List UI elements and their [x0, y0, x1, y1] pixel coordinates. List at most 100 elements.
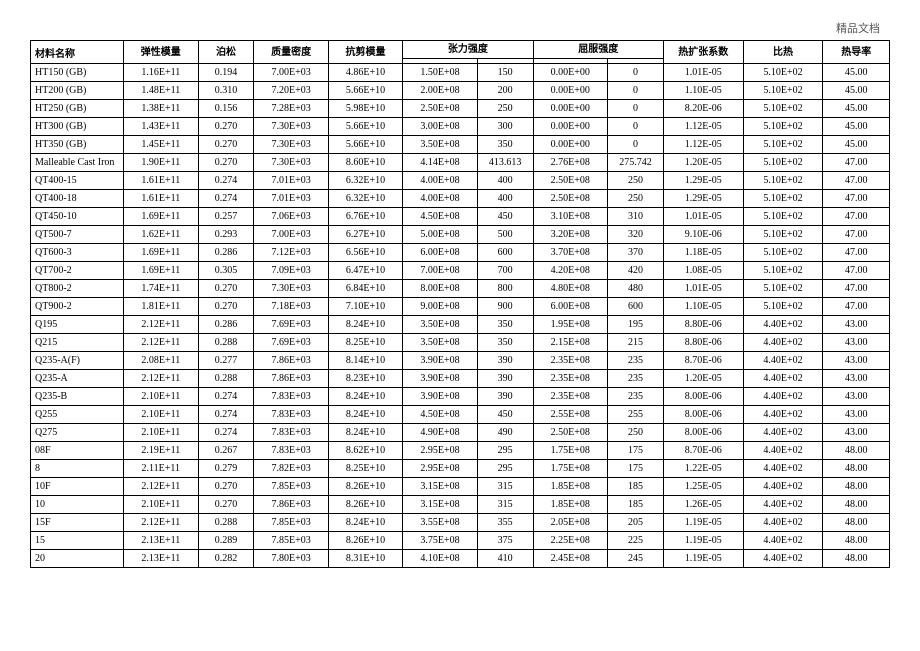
- cell-poisson: 0.270: [198, 118, 254, 136]
- cell-elastic-modulus: 2.10E+11: [124, 406, 198, 424]
- cell-tensile-1: 3.15E+08: [403, 478, 477, 496]
- cell-tensile-1: 3.90E+08: [403, 352, 477, 370]
- cell-thermal-conductivity: 47.00: [823, 262, 890, 280]
- cell-elastic-modulus: 1.81E+11: [124, 298, 198, 316]
- cell-poisson: 0.274: [198, 424, 254, 442]
- cell-shear-modulus: 5.66E+10: [328, 136, 402, 154]
- cell-thermal-expansion: 8.70E-06: [663, 352, 743, 370]
- cell-density: 7.01E+03: [254, 172, 328, 190]
- cell-thermal-conductivity: 45.00: [823, 100, 890, 118]
- cell-name: 15: [31, 532, 124, 550]
- cell-specific-heat: 4.40E+02: [743, 442, 823, 460]
- cell-thermal-expansion: 1.20E-05: [663, 370, 743, 388]
- cell-tensile-2: 300: [477, 118, 533, 136]
- cell-specific-heat: 5.10E+02: [743, 118, 823, 136]
- cell-elastic-modulus: 1.62E+11: [124, 226, 198, 244]
- cell-thermal-conductivity: 48.00: [823, 442, 890, 460]
- cell-yield-2: 310: [608, 208, 664, 226]
- cell-thermal-conductivity: 47.00: [823, 190, 890, 208]
- cell-tensile-1: 7.00E+08: [403, 262, 477, 280]
- cell-thermal-expansion: 1.19E-05: [663, 550, 743, 568]
- cell-elastic-modulus: 2.19E+11: [124, 442, 198, 460]
- cell-elastic-modulus: 2.12E+11: [124, 370, 198, 388]
- cell-thermal-conductivity: 48.00: [823, 460, 890, 478]
- cell-poisson: 0.277: [198, 352, 254, 370]
- table-row: Q235-A2.12E+110.2887.86E+038.23E+103.90E…: [31, 370, 890, 388]
- cell-poisson: 0.270: [198, 496, 254, 514]
- cell-density: 7.85E+03: [254, 514, 328, 532]
- cell-shear-modulus: 5.98E+10: [328, 100, 402, 118]
- cell-name: Q275: [31, 424, 124, 442]
- cell-thermal-expansion: 8.00E-06: [663, 424, 743, 442]
- cell-thermal-expansion: 8.00E-06: [663, 406, 743, 424]
- cell-yield-1: 2.35E+08: [533, 352, 607, 370]
- cell-tensile-2: 390: [477, 388, 533, 406]
- cell-shear-modulus: 5.66E+10: [328, 118, 402, 136]
- cell-yield-1: 4.20E+08: [533, 262, 607, 280]
- table-row: 202.13E+110.2827.80E+038.31E+104.10E+084…: [31, 550, 890, 568]
- cell-tensile-2: 350: [477, 316, 533, 334]
- cell-density: 7.20E+03: [254, 82, 328, 100]
- cell-thermal-expansion: 1.19E-05: [663, 514, 743, 532]
- cell-yield-2: 215: [608, 334, 664, 352]
- cell-elastic-modulus: 1.69E+11: [124, 262, 198, 280]
- cell-density: 7.30E+03: [254, 154, 328, 172]
- table-body: HT150 (GB)1.16E+110.1947.00E+034.86E+101…: [31, 64, 890, 568]
- cell-yield-2: 185: [608, 496, 664, 514]
- cell-thermal-expansion: 8.70E-06: [663, 442, 743, 460]
- cell-yield-2: 255: [608, 406, 664, 424]
- cell-yield-2: 0: [608, 64, 664, 82]
- cell-yield-1: 0.00E+00: [533, 82, 607, 100]
- cell-thermal-conductivity: 43.00: [823, 424, 890, 442]
- cell-tensile-1: 3.55E+08: [403, 514, 477, 532]
- cell-thermal-conductivity: 45.00: [823, 118, 890, 136]
- cell-thermal-conductivity: 47.00: [823, 298, 890, 316]
- cell-thermal-conductivity: 43.00: [823, 388, 890, 406]
- table-row: QT450-101.69E+110.2577.06E+036.76E+104.5…: [31, 208, 890, 226]
- cell-yield-2: 600: [608, 298, 664, 316]
- cell-poisson: 0.274: [198, 172, 254, 190]
- cell-specific-heat: 4.40E+02: [743, 334, 823, 352]
- col-tensile-strength: 张力强度: [403, 41, 533, 59]
- cell-tensile-1: 1.50E+08: [403, 64, 477, 82]
- cell-tensile-2: 350: [477, 334, 533, 352]
- cell-tensile-2: 900: [477, 298, 533, 316]
- cell-yield-1: 2.05E+08: [533, 514, 607, 532]
- table-row: Q2152.12E+110.2887.69E+038.25E+103.50E+0…: [31, 334, 890, 352]
- cell-elastic-modulus: 2.13E+11: [124, 532, 198, 550]
- cell-specific-heat: 4.40E+02: [743, 514, 823, 532]
- cell-tensile-1: 3.50E+08: [403, 136, 477, 154]
- cell-specific-heat: 5.10E+02: [743, 298, 823, 316]
- col-shear-modulus: 抗剪模量: [328, 41, 402, 64]
- cell-elastic-modulus: 1.45E+11: [124, 136, 198, 154]
- cell-shear-modulus: 8.24E+10: [328, 406, 402, 424]
- cell-poisson: 0.156: [198, 100, 254, 118]
- cell-density: 7.12E+03: [254, 244, 328, 262]
- cell-shear-modulus: 8.62E+10: [328, 442, 402, 460]
- cell-thermal-conductivity: 45.00: [823, 82, 890, 100]
- cell-elastic-modulus: 2.08E+11: [124, 352, 198, 370]
- cell-thermal-expansion: 1.10E-05: [663, 82, 743, 100]
- cell-yield-1: 2.45E+08: [533, 550, 607, 568]
- cell-poisson: 0.289: [198, 532, 254, 550]
- cell-tensile-1: 9.00E+08: [403, 298, 477, 316]
- cell-tensile-2: 315: [477, 478, 533, 496]
- cell-specific-heat: 4.40E+02: [743, 550, 823, 568]
- col-thermal-conductivity: 热导率: [823, 41, 890, 64]
- cell-thermal-expansion: 1.25E-05: [663, 478, 743, 496]
- cell-poisson: 0.257: [198, 208, 254, 226]
- cell-yield-1: 1.75E+08: [533, 442, 607, 460]
- cell-tensile-2: 355: [477, 514, 533, 532]
- cell-poisson: 0.282: [198, 550, 254, 568]
- cell-thermal-conductivity: 47.00: [823, 280, 890, 298]
- cell-yield-2: 175: [608, 442, 664, 460]
- cell-specific-heat: 5.10E+02: [743, 226, 823, 244]
- cell-name: Q255: [31, 406, 124, 424]
- cell-specific-heat: 5.10E+02: [743, 280, 823, 298]
- cell-tensile-1: 3.00E+08: [403, 118, 477, 136]
- cell-density: 7.86E+03: [254, 370, 328, 388]
- cell-thermal-expansion: 8.00E-06: [663, 388, 743, 406]
- cell-name: QT800-2: [31, 280, 124, 298]
- cell-tensile-2: 600: [477, 244, 533, 262]
- cell-name: QT600-3: [31, 244, 124, 262]
